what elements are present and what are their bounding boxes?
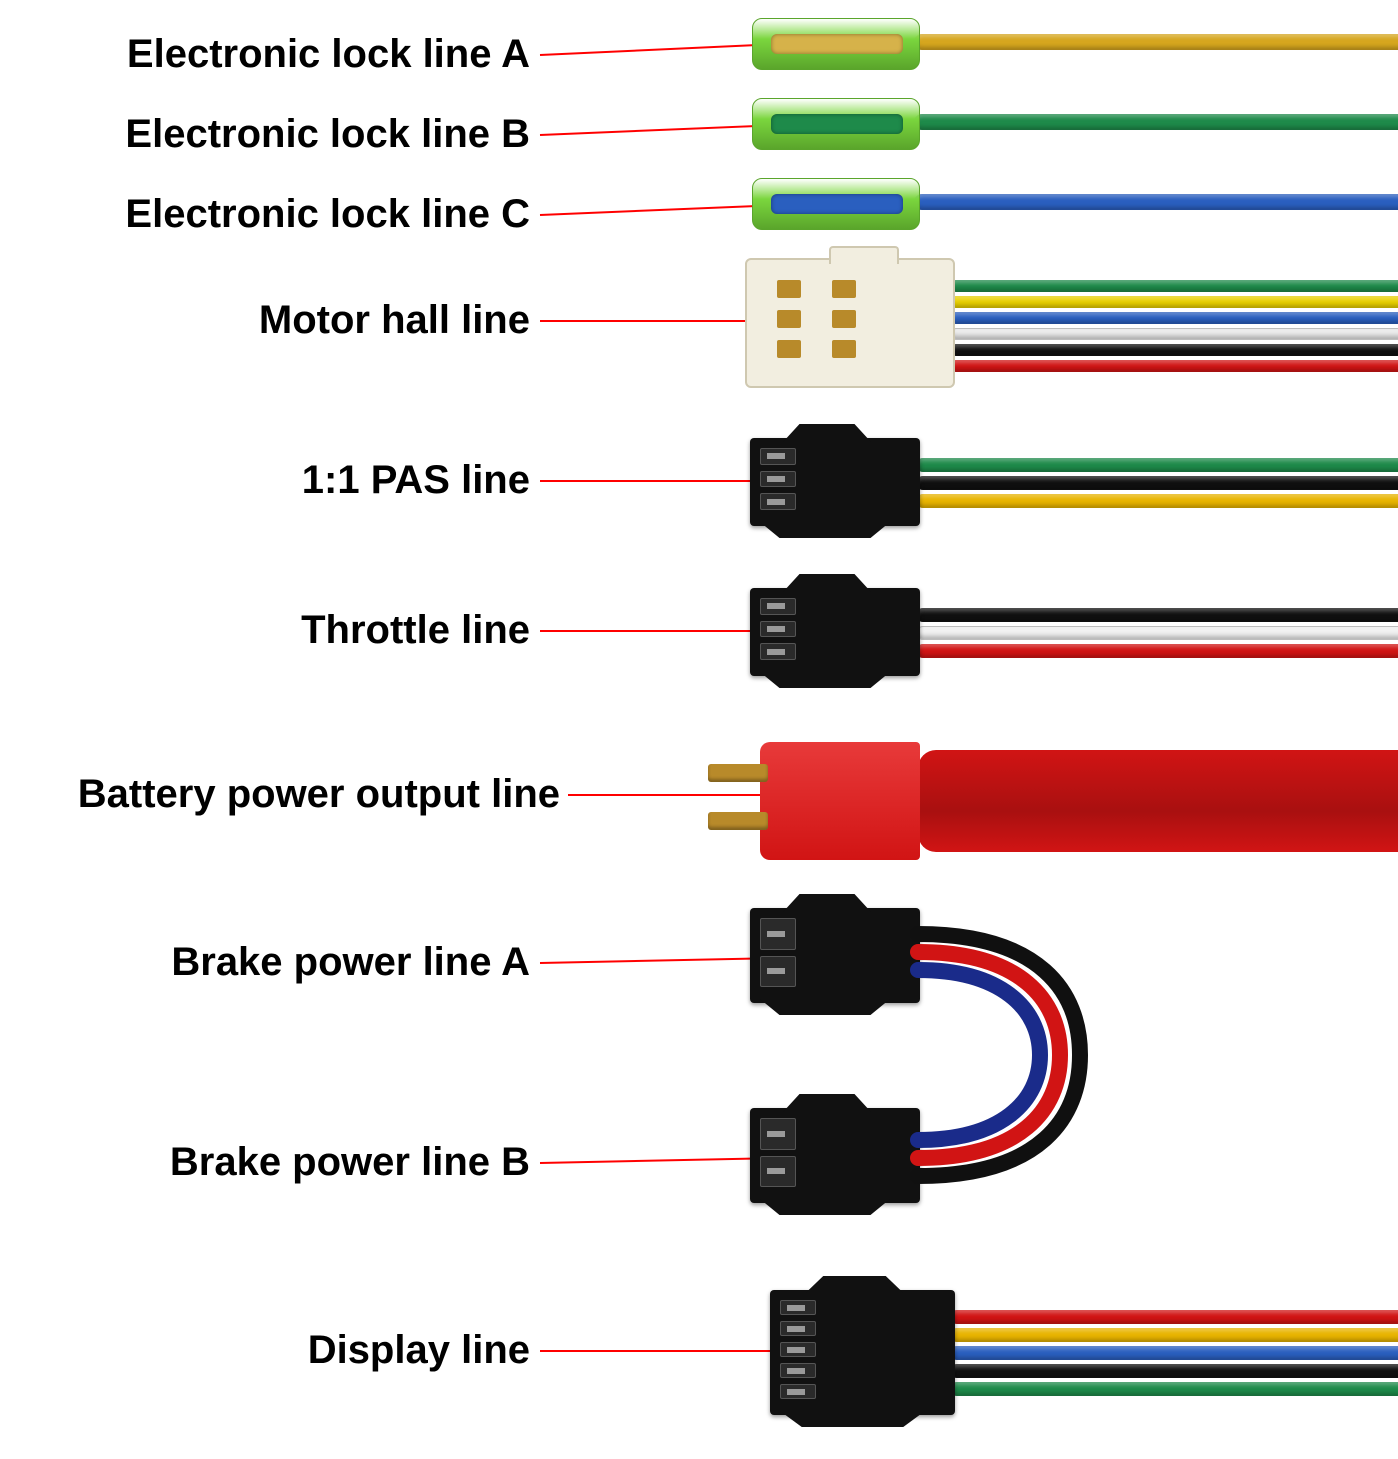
lock-b-label: Electronic lock line B	[125, 112, 530, 157]
battery-label: Battery power output line	[78, 772, 560, 817]
throttle-connector	[750, 588, 920, 676]
display-wire-4	[950, 1382, 1398, 1396]
display-wire-3	[950, 1364, 1398, 1378]
lock-a-connector	[752, 18, 920, 70]
brake-a-label: Brake power line A	[171, 940, 530, 985]
lock-c-label: Electronic lock line C	[125, 192, 530, 237]
motor-hall-label: Motor hall line	[259, 298, 530, 343]
lock-c-wire-0	[914, 194, 1398, 210]
lock-c-connector	[752, 178, 920, 230]
throttle-wire-0	[916, 608, 1398, 622]
lock-a-label: Electronic lock line A	[127, 32, 530, 77]
motor-hall-wire-2	[950, 312, 1398, 324]
wiring-diagram: Electronic lock line A Electronic lock li…	[0, 0, 1398, 1459]
lock-b-wire-0	[914, 114, 1398, 130]
pas-wire-0	[916, 458, 1398, 472]
throttle-wire-2	[916, 644, 1398, 658]
pas-connector	[750, 438, 920, 526]
motor-hall-wire-3	[950, 328, 1398, 340]
brake-b-connector	[750, 1108, 920, 1203]
display-wire-0	[950, 1310, 1398, 1324]
battery-sleeve	[918, 750, 1398, 852]
display-label: Display line	[308, 1328, 530, 1373]
motor-hall-wire-1	[950, 296, 1398, 308]
motor-hall-wire-5	[950, 360, 1398, 372]
motor-hall-wire-0	[950, 280, 1398, 292]
throttle-wire-1	[916, 626, 1398, 640]
battery-connector	[760, 742, 920, 860]
motor-hall-wire-4	[950, 344, 1398, 356]
pas-wire-2	[916, 494, 1398, 508]
brake-a-connector	[750, 908, 920, 1003]
pas-wire-1	[916, 476, 1398, 490]
brake-b-label: Brake power line B	[170, 1140, 530, 1185]
lock-a-wire-0	[914, 34, 1398, 50]
display-wire-1	[950, 1328, 1398, 1342]
display-connector	[770, 1290, 955, 1415]
pas-label: 1:1 PAS line	[302, 458, 530, 503]
lock-b-connector	[752, 98, 920, 150]
throttle-label: Throttle line	[301, 608, 530, 653]
display-wire-2	[950, 1346, 1398, 1360]
motor-hall-connector	[745, 258, 955, 388]
